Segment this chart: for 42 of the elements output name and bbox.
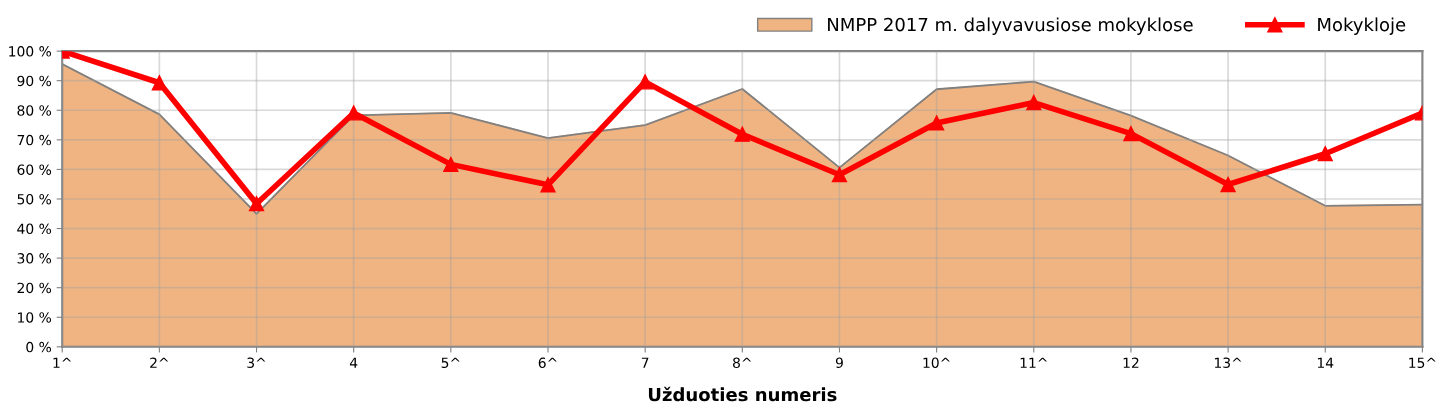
x-tick-label: 4 bbox=[349, 357, 358, 368]
y-tick-label: 10 % bbox=[18, 312, 52, 323]
y-tick-label: 60 % bbox=[17, 164, 52, 175]
x-tick-label: 2^ bbox=[150, 357, 169, 368]
point bbox=[248, 196, 265, 212]
x-tick-label: 5^ bbox=[441, 357, 460, 368]
x-tick-label: 12 bbox=[1123, 357, 1139, 368]
legend-label: NMPP 2017 m. dalyvavusiose mokyklose bbox=[828, 17, 1193, 35]
point bbox=[831, 167, 848, 183]
y-tick-label: 0 % bbox=[26, 341, 52, 353]
x-axis-title: Užduoties numeris bbox=[648, 386, 837, 402]
point bbox=[1317, 146, 1333, 162]
y-tick-label: 80 % bbox=[17, 105, 52, 116]
y-tick-label: 50 % bbox=[17, 193, 52, 205]
point bbox=[734, 126, 750, 142]
point bbox=[151, 75, 168, 91]
point bbox=[1026, 94, 1042, 111]
x-tick-label: 8^ bbox=[733, 357, 752, 368]
y-tick-label: 100 % bbox=[9, 46, 52, 57]
point bbox=[443, 156, 459, 173]
y-tick-label: 40 % bbox=[17, 223, 52, 235]
legend-label: Mokykloje bbox=[1318, 17, 1406, 35]
point bbox=[346, 105, 362, 121]
point bbox=[928, 115, 945, 131]
x-tick-label: 7 bbox=[641, 357, 649, 368]
point bbox=[1123, 125, 1139, 142]
x-tick-label: 14 bbox=[1317, 357, 1334, 368]
x-tick-label: 6^ bbox=[538, 357, 557, 368]
y-tick-label: 20 % bbox=[17, 282, 52, 294]
x-tick-label: 10^ bbox=[923, 357, 950, 368]
point bbox=[1220, 176, 1236, 193]
point bbox=[540, 177, 556, 193]
y-tick-label: 30 % bbox=[17, 253, 52, 264]
x-tick-label: 13^ bbox=[1214, 357, 1242, 368]
x-tick-label: 15^ bbox=[1409, 357, 1436, 368]
x-tick-label: 3^ bbox=[247, 357, 266, 368]
x-tick-label: 1^ bbox=[53, 357, 71, 368]
x-tick-label: 9 bbox=[835, 357, 843, 368]
point bbox=[637, 74, 653, 90]
y-tick-label: 90 % bbox=[17, 75, 52, 87]
x-tick-label: 11^ bbox=[1020, 357, 1047, 368]
y-tick-label: 70 % bbox=[17, 134, 52, 146]
